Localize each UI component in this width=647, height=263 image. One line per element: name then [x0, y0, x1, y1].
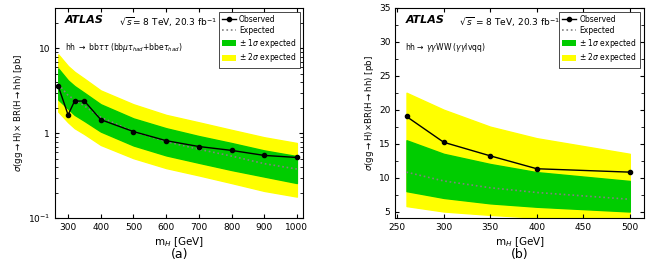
- Text: ATLAS: ATLAS: [405, 15, 444, 25]
- Legend: Observed, Expected, $\pm$ 1$\sigma$ expected, $\pm$ 2$\sigma$ expected: Observed, Expected, $\pm$ 1$\sigma$ expe…: [560, 12, 640, 68]
- Y-axis label: $\sigma$(gg$\rightarrow$H)$\times$BR(H$\rightarrow$hh) [pb]: $\sigma$(gg$\rightarrow$H)$\times$BR(H$\…: [363, 55, 376, 171]
- Y-axis label: $\sigma$(gg$\rightarrow$H)$\times$ BR(H$\rightarrow$hh) [pb]: $\sigma$(gg$\rightarrow$H)$\times$ BR(H$…: [12, 54, 25, 172]
- Text: $\sqrt{s}$ = 8 TeV, 20.3 fb$^{-1}$: $\sqrt{s}$ = 8 TeV, 20.3 fb$^{-1}$: [457, 15, 560, 29]
- Text: (a): (a): [170, 248, 188, 261]
- Text: hh$\rightarrow$ $\gamma\gamma$WW ($\gamma\gamma$lvqq): hh$\rightarrow$ $\gamma\gamma$WW ($\gamm…: [405, 41, 486, 53]
- Text: hh $\rightarrow$ bb$\tau\tau$ (bb$\mu\tau_{had}$+bbe$\tau_{had}$): hh $\rightarrow$ bb$\tau\tau$ (bb$\mu\ta…: [65, 41, 182, 53]
- X-axis label: m$_{H}$ [GeV]: m$_{H}$ [GeV]: [154, 235, 204, 249]
- X-axis label: m$_{H}$ [GeV]: m$_{H}$ [GeV]: [494, 235, 545, 249]
- Legend: Observed, Expected, $\pm$ 1$\sigma$ expected, $\pm$ 2$\sigma$ expected: Observed, Expected, $\pm$ 1$\sigma$ expe…: [219, 12, 300, 68]
- Text: $\sqrt{s}$= 8 TeV, 20.3 fb$^{-1}$: $\sqrt{s}$= 8 TeV, 20.3 fb$^{-1}$: [117, 15, 217, 29]
- Text: (b): (b): [510, 248, 529, 261]
- Text: ATLAS: ATLAS: [65, 15, 104, 25]
